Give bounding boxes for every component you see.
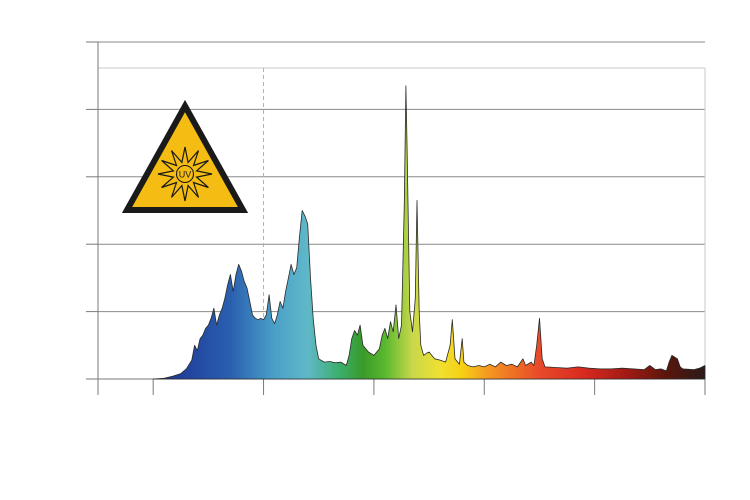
radiation-star-symbol <box>157 146 213 202</box>
uv-label: UV <box>179 170 192 180</box>
radiation-star-outline <box>157 146 213 202</box>
uv-radiation-warning-icon: UV <box>121 99 249 213</box>
spectrum-area-0 <box>152 85 706 380</box>
warning-triangle <box>121 99 249 213</box>
uv-label-circle <box>175 164 195 184</box>
spectrum-area-series <box>152 85 706 380</box>
